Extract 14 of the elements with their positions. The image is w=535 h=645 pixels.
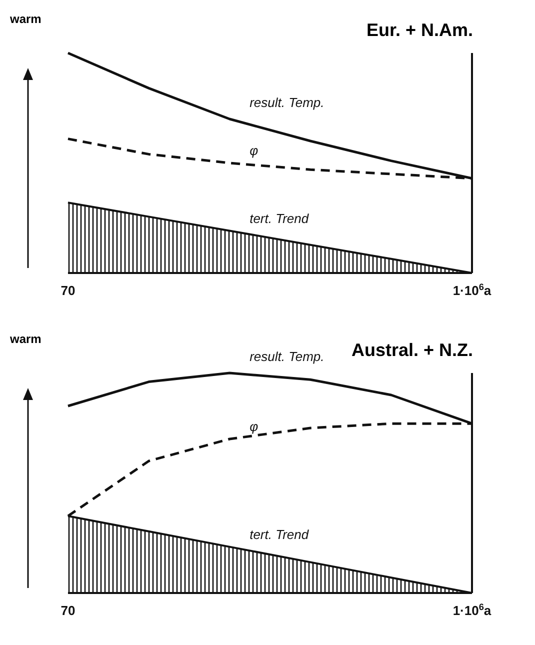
y-axis-title: warm	[10, 332, 42, 346]
series-label: result. Temp.	[250, 95, 324, 110]
series-label: tert. Trend	[250, 210, 310, 226]
series-label: tert. Trend	[250, 526, 310, 542]
x-tick-label: 70	[60, 283, 76, 298]
x-tick-label: 1·10$^{6}$a	[452, 282, 492, 298]
x-tick-label: 70	[60, 603, 76, 618]
series-label: φ	[250, 419, 259, 434]
chart-title: Austral. + N.Z.	[351, 340, 473, 361]
y-axis-title: warm	[10, 12, 42, 26]
series-label: φ	[250, 143, 259, 158]
series-label: result. Temp.	[250, 349, 324, 364]
chart-title: Eur. + N.Am.	[366, 20, 473, 41]
x-tick-label: 1·10$^{6}$a	[452, 602, 492, 618]
